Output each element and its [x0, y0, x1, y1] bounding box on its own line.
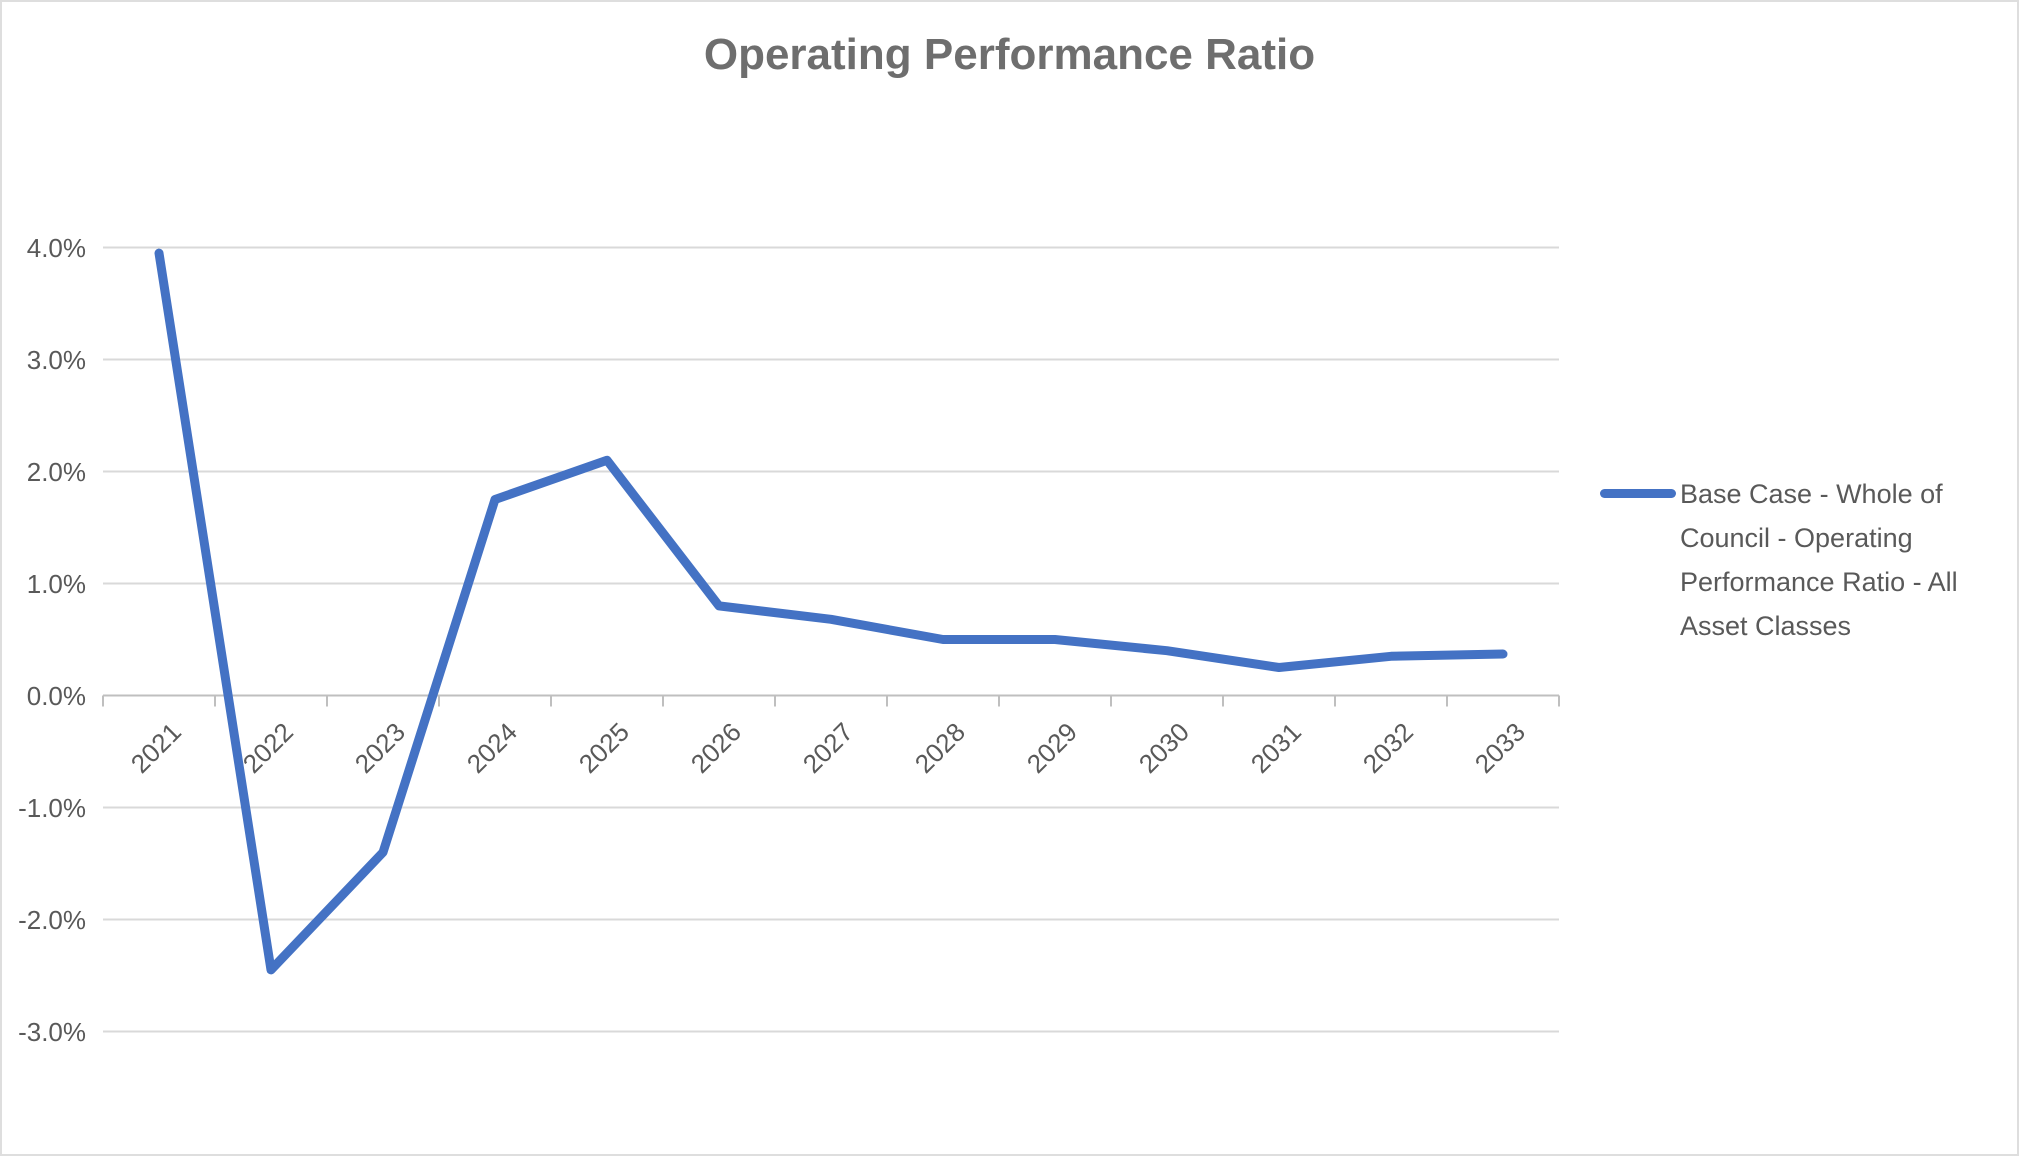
- legend-line-marker: [1600, 489, 1676, 498]
- y-axis-label: 1.0%: [26, 568, 86, 599]
- y-axis-label: 4.0%: [26, 232, 86, 263]
- y-axis-label: 0.0%: [26, 680, 86, 711]
- chart-title: Operating Performance Ratio: [703, 30, 1316, 79]
- y-axis-label: -3.0%: [18, 1016, 86, 1047]
- y-axis-label: 3.0%: [26, 344, 86, 375]
- series-line: [154, 248, 1508, 975]
- legend-series-label: Base Case - Whole of Council - Operating…: [1680, 479, 1958, 641]
- y-axis-label: -2.0%: [18, 904, 86, 935]
- y-axis-label: -1.0%: [18, 792, 86, 823]
- y-axis-label: 2.0%: [26, 456, 86, 487]
- legend: Base Case - Whole of Council - Operating…: [1600, 472, 2002, 648]
